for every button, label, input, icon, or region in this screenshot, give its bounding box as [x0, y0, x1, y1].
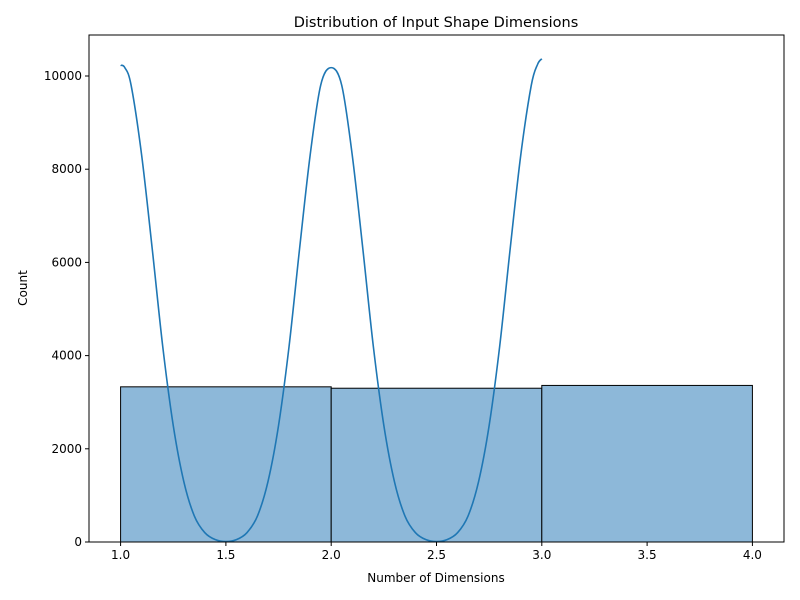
x-tick-label: 4.0: [743, 548, 762, 562]
x-tick-label: 3.0: [532, 548, 551, 562]
x-axis-label: Number of Dimensions: [367, 571, 504, 585]
histogram-bar-3: [541, 384, 753, 543]
x-tick-label: 1.5: [216, 548, 235, 562]
x-tick-label: 2.0: [322, 548, 341, 562]
histogram-bars: [120, 384, 753, 543]
kde-line: [120, 58, 543, 543]
histogram-bar-1: [120, 386, 332, 543]
x-tick-label: 2.5: [427, 548, 446, 562]
x-axis-ticks: 1.0 1.5 2.0 2.5 3.0 3.5 4.0: [111, 542, 762, 562]
chart-title: Distribution of Input Shape Dimensions: [294, 15, 579, 31]
x-tick-label: 3.5: [638, 548, 657, 562]
kde-curve-group: [120, 58, 543, 543]
y-axis-label: Count: [16, 270, 30, 306]
plot-frame: [88, 34, 785, 543]
y-tick-label: 0: [74, 535, 82, 549]
y-tick-label: 8000: [51, 162, 82, 176]
y-tick-label: 6000: [51, 255, 82, 269]
histogram-bar-2: [330, 387, 543, 543]
y-axis-ticks: 0 2000 4000 6000 8000 10000: [44, 69, 89, 549]
y-tick-label: 2000: [51, 442, 82, 456]
y-tick-label: 10000: [44, 69, 82, 83]
x-tick-label: 1.0: [111, 548, 130, 562]
y-tick-label: 4000: [51, 349, 82, 363]
